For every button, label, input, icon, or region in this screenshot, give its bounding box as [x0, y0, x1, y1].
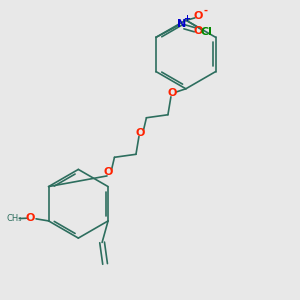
Text: Cl: Cl	[201, 27, 213, 37]
Text: CH₃: CH₃	[7, 214, 22, 223]
Text: O: O	[168, 88, 177, 98]
Text: O: O	[136, 128, 145, 138]
Text: O: O	[193, 11, 203, 21]
Text: +: +	[183, 14, 190, 23]
Text: O: O	[26, 213, 35, 223]
Text: O: O	[104, 167, 113, 177]
Text: N: N	[177, 19, 186, 29]
Text: O: O	[193, 26, 203, 36]
Text: -: -	[203, 5, 207, 15]
